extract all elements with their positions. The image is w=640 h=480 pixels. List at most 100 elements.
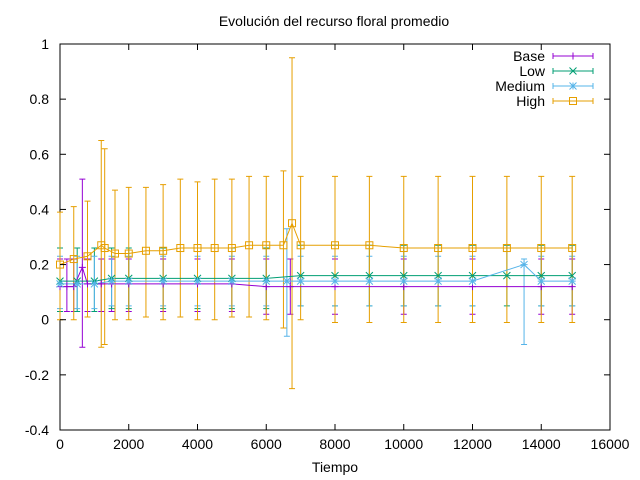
point-medium [468,277,477,285]
point-high [296,241,305,250]
point-medium [296,277,305,285]
error-bar-high [297,175,304,321]
point-high [210,244,219,253]
legend-label-base: Base [513,48,545,64]
point-base [63,283,71,291]
legend-marker-base [569,52,577,60]
x-tick-label: 6000 [251,436,282,452]
y-tick-label: 0.4 [30,201,50,217]
point-low [503,271,511,280]
chart-title: Evolución del recurso floral promedio [219,13,450,29]
point-low [331,271,339,280]
error-bar-high [538,175,545,323]
point-low [468,271,477,280]
error-bar-high [366,175,373,323]
point-high [468,244,477,253]
point-medium [399,277,408,285]
legend-marker-medium [569,82,577,90]
point-medium [365,277,374,285]
marker-layer [56,219,577,291]
point-medium [193,277,202,285]
point-medium [124,277,133,285]
x-tick-label: 8000 [319,436,350,452]
error-bar-high [211,178,218,321]
point-high [141,246,150,255]
x-tick-label: 10000 [384,436,423,452]
point-high [537,244,546,253]
series-line-base [60,265,573,288]
x-tick-label: 16000 [591,436,630,452]
error-bar-high [142,186,149,318]
point-high [83,252,92,261]
error-bar-high [400,175,407,323]
series-line-low [60,275,573,282]
error-bar-high [246,175,253,318]
point-base [78,263,86,271]
axis-layer: 0 2000 4000 6000 8000 10000 12000 14000 16000 -0.… [25,36,630,452]
y-tick-label: 0.6 [30,146,50,162]
point-medium [56,280,64,288]
error-bar-high [194,181,201,321]
point-medium [262,277,271,285]
point-medium [568,277,577,285]
error-bar-base [79,178,86,348]
error-bar-high [569,175,576,323]
series-line-medium [60,264,573,285]
point-high [568,244,577,253]
point-medium [537,277,546,285]
point-medium [159,277,167,285]
error-bar-high [84,200,91,318]
error-bar-high [57,211,63,321]
legend-marker-high [569,97,577,105]
point-high [365,241,374,250]
error-bar-high [503,175,510,323]
error-bar-high [469,175,476,323]
legend-label-high: High [516,93,545,109]
error-bar-high [98,140,105,348]
point-medium [107,277,116,285]
error-bar-medium [521,258,528,346]
point-low [537,271,546,280]
y-tick-label: 0 [41,312,49,328]
legend-swatch-high [552,98,594,104]
point-medium [434,277,442,285]
point-high [124,249,133,258]
x-tick-label: 4000 [182,436,213,452]
point-base [97,280,105,288]
x-axis-label: Tiempo [312,459,358,475]
y-tick-label: 0.8 [30,91,50,107]
y-tick-label: 1 [41,36,49,52]
point-medium [331,277,339,285]
x-tick-label: 14000 [522,436,561,452]
legend-marker-low [569,67,577,75]
y-tick-label: -0.4 [25,422,49,438]
point-low [296,271,305,280]
point-medium [520,260,528,269]
point-high [227,244,236,253]
error-bar-high [263,175,270,321]
x-tick-label: 12000 [453,436,492,452]
error-bar-high [112,189,118,321]
point-high [69,255,78,264]
point-high [245,241,254,250]
point-high [100,244,109,253]
legend-label-low: Low [519,63,546,79]
point-high [288,219,297,228]
point-high [159,246,168,255]
x-tick-label: 0 [56,436,64,452]
x-tick-label: 2000 [113,436,144,452]
error-bar-high [435,175,442,323]
point-medium [90,280,99,288]
point-high [111,249,119,258]
point-low [568,271,577,280]
point-high [434,244,443,253]
error-bar-high [280,170,287,329]
point-base [84,280,91,288]
point-low [434,271,442,280]
point-low [365,271,374,280]
point-high [262,241,271,250]
point-low [399,271,408,280]
point-high [502,244,511,253]
